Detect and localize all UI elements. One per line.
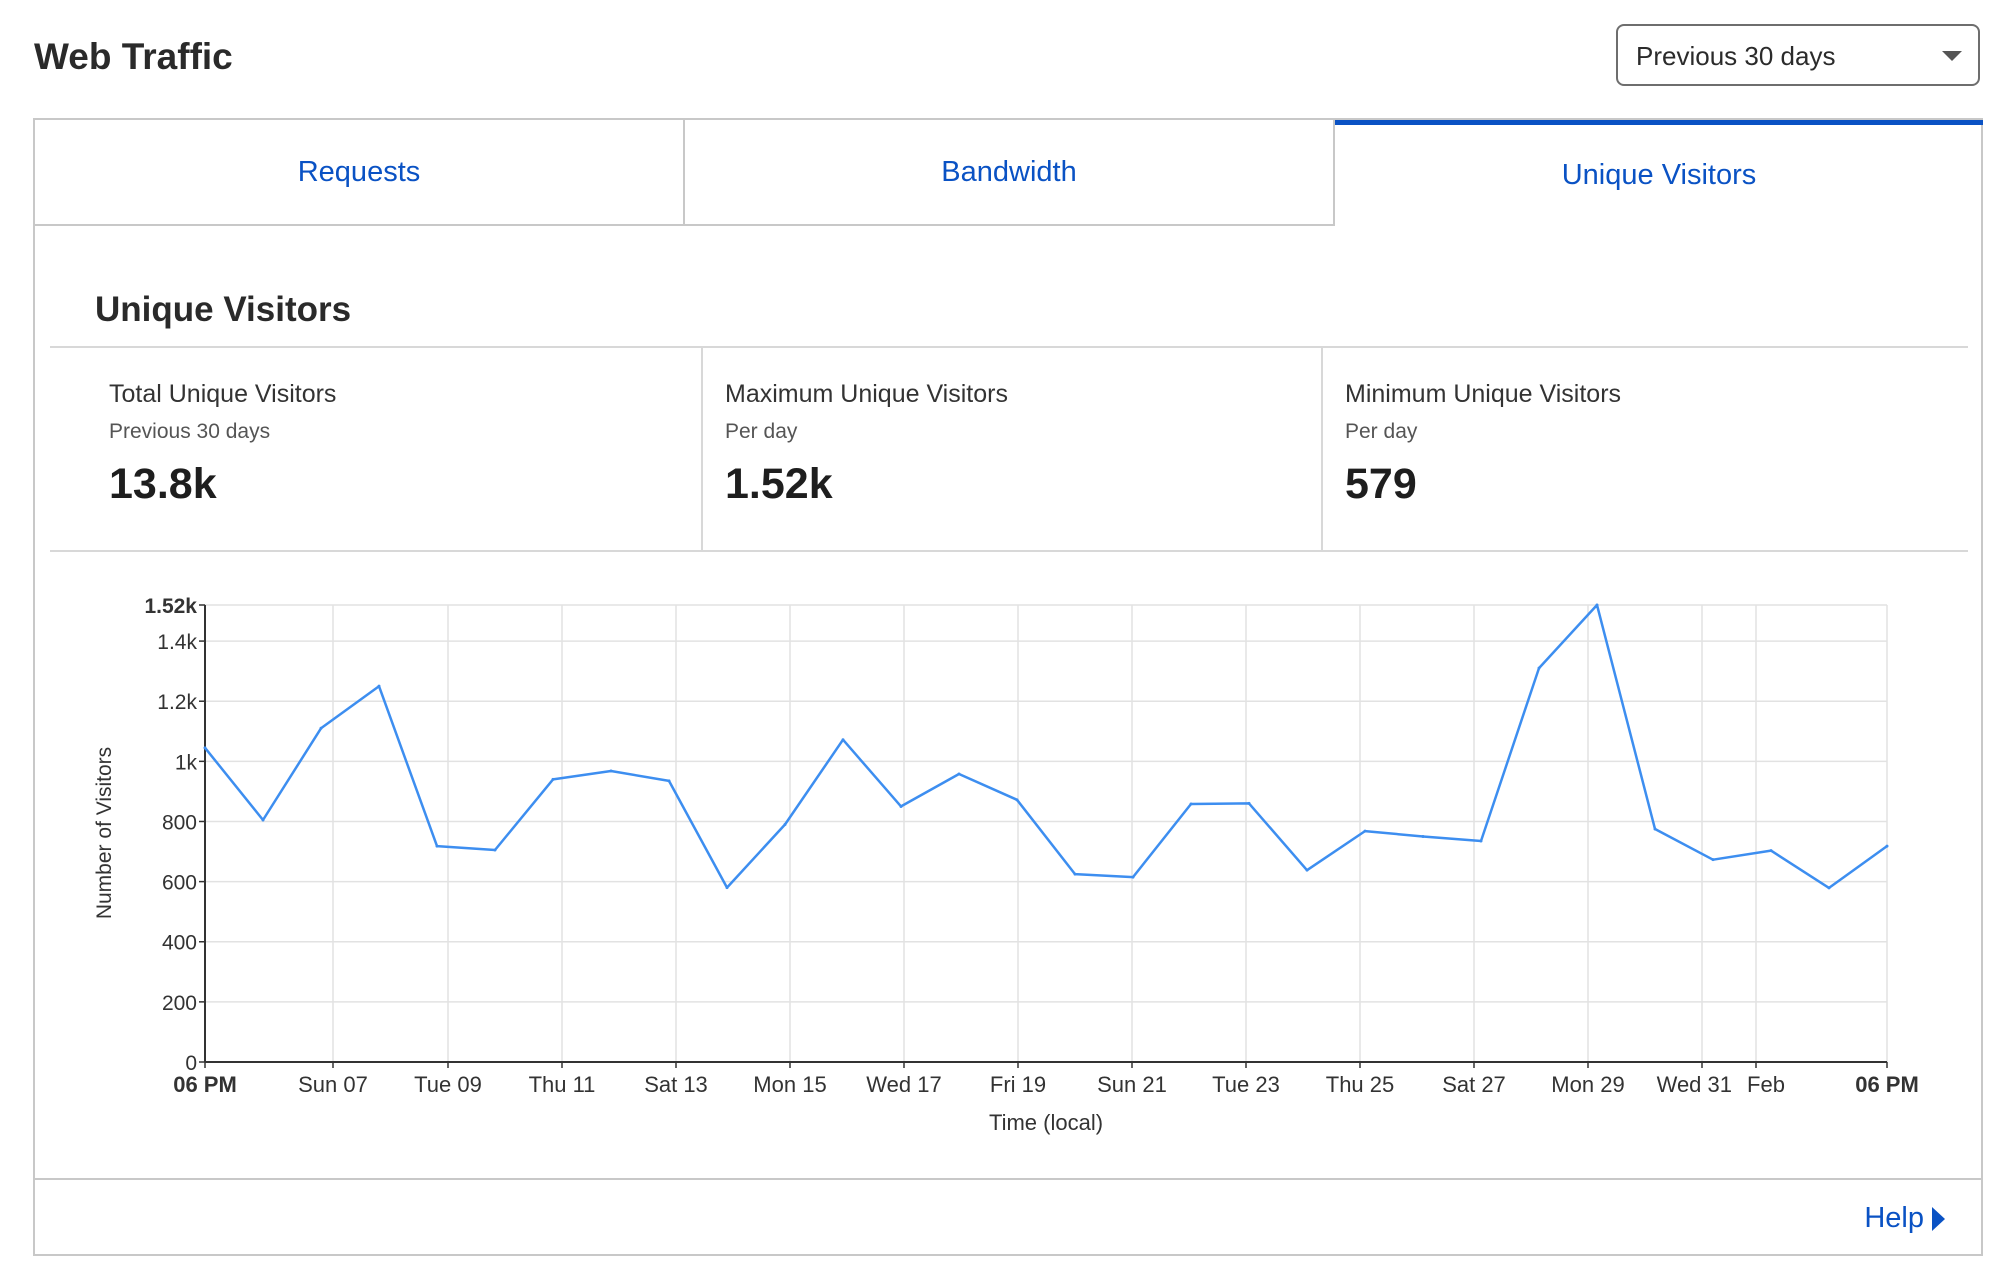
traffic-panel: Requests Bandwidth Unique Visitors Uniqu…: [33, 118, 1983, 1256]
x-tick-label: Sun 21: [1097, 1072, 1167, 1097]
divider: [1321, 348, 1323, 550]
stat-total-sublabel: Previous 30 days: [109, 420, 271, 443]
stat-minimum-value: 579: [1345, 460, 1417, 508]
data-point: [261, 818, 265, 822]
x-tick-label: Thu 25: [1326, 1072, 1395, 1097]
stat-maximum-label: Maximum Unique Visitors: [725, 380, 1008, 408]
data-point: [551, 777, 555, 781]
data-point: [1363, 829, 1367, 833]
y-tick-label: 1.4k: [157, 631, 197, 654]
series-line: [204, 603, 1888, 890]
x-tick-label: Sat 27: [1442, 1072, 1506, 1097]
stat-minimum-label: Minimum Unique Visitors: [1345, 380, 1622, 408]
data-point: [1015, 798, 1019, 802]
x-tick-label: 06 PM: [1855, 1072, 1919, 1097]
data-point: [1305, 868, 1309, 872]
data-point: [1827, 886, 1831, 890]
date-range-select[interactable]: Previous 30 days: [1616, 24, 1980, 86]
divider: [50, 346, 1968, 348]
chevron-down-icon: [1942, 51, 1962, 61]
y-tick-label: 800: [162, 811, 197, 834]
data-point: [1769, 849, 1773, 853]
x-tick-label: 06 PM: [173, 1072, 237, 1097]
y-axis-label: Number of Visitors: [93, 747, 116, 919]
data-point: [1885, 844, 1889, 848]
x-tick-label: Fri 19: [990, 1072, 1046, 1097]
stat-total-value: 13.8k: [109, 460, 217, 508]
stat-total-label: Total Unique Visitors: [109, 380, 337, 408]
data-point: [1247, 801, 1251, 805]
x-tick-label: Feb: [1747, 1072, 1785, 1097]
data-point: [667, 779, 671, 783]
divider: [701, 348, 703, 550]
data-point: [435, 844, 439, 848]
unique-visitors-chart: 0 200 400 600 800 1k 1.2k 1.4k 1.52k 06 PM Sun 07 T…: [93, 595, 1919, 1135]
data-point: [1537, 666, 1541, 670]
x-tick-label: Wed 17: [866, 1072, 941, 1097]
x-axis-label: Time (local): [989, 1110, 1103, 1135]
data-point: [377, 684, 381, 688]
triangle-right-icon: [1932, 1206, 1945, 1231]
help-link[interactable]: Help: [1864, 1202, 1945, 1235]
y-tick-label: 0: [185, 1052, 197, 1075]
data-point: [1131, 875, 1135, 879]
data-point: [1711, 858, 1715, 862]
x-tick-label: Mon 29: [1551, 1072, 1624, 1097]
x-tick-label: Wed 31: [1657, 1072, 1732, 1097]
y-tick-label: 1.52k: [144, 595, 197, 618]
y-tick-label: 1.2k: [157, 691, 197, 714]
x-tick-label: Mon 15: [753, 1072, 826, 1097]
footer-divider: [35, 1178, 1981, 1180]
help-label: Help: [1864, 1202, 1924, 1234]
data-point: [1595, 603, 1599, 607]
data-point: [783, 822, 787, 826]
x-tick-label: Tue 23: [1212, 1072, 1280, 1097]
data-point: [493, 848, 497, 852]
stat-maximum-value: 1.52k: [725, 460, 833, 508]
divider: [50, 550, 1968, 552]
data-point: [957, 772, 961, 776]
x-tick-label: Thu 11: [529, 1072, 596, 1097]
stat-minimum-sublabel: Per day: [1345, 420, 1418, 443]
data-point: [899, 804, 903, 808]
data-point: [1653, 827, 1657, 831]
y-tick-label: 1k: [175, 751, 198, 774]
stat-maximum-sublabel: Per day: [725, 420, 798, 443]
section-title: Unique Visitors: [95, 290, 352, 329]
data-point: [609, 769, 613, 773]
tab-requests[interactable]: Requests: [35, 120, 685, 226]
data-point: [1421, 835, 1425, 839]
tab-unique-visitors[interactable]: Unique Visitors: [1335, 120, 1983, 226]
data-point: [203, 746, 207, 750]
data-point: [319, 726, 323, 730]
date-range-value: Previous 30 days: [1636, 41, 1836, 71]
data-point: [1073, 872, 1077, 876]
data-point: [841, 738, 845, 742]
page-title: Web Traffic: [34, 36, 233, 77]
x-tick-label: Tue 09: [414, 1072, 482, 1097]
y-tick-label: 200: [162, 992, 197, 1015]
x-tick-label: Sun 07: [298, 1072, 368, 1097]
y-tick-label: 400: [162, 932, 197, 955]
data-point: [725, 886, 729, 890]
tab-bandwidth[interactable]: Bandwidth: [685, 120, 1335, 226]
y-tick-label: 600: [162, 872, 197, 895]
data-point: [1189, 802, 1193, 806]
x-tick-label: Sat 13: [644, 1072, 708, 1097]
data-point: [1479, 839, 1483, 843]
